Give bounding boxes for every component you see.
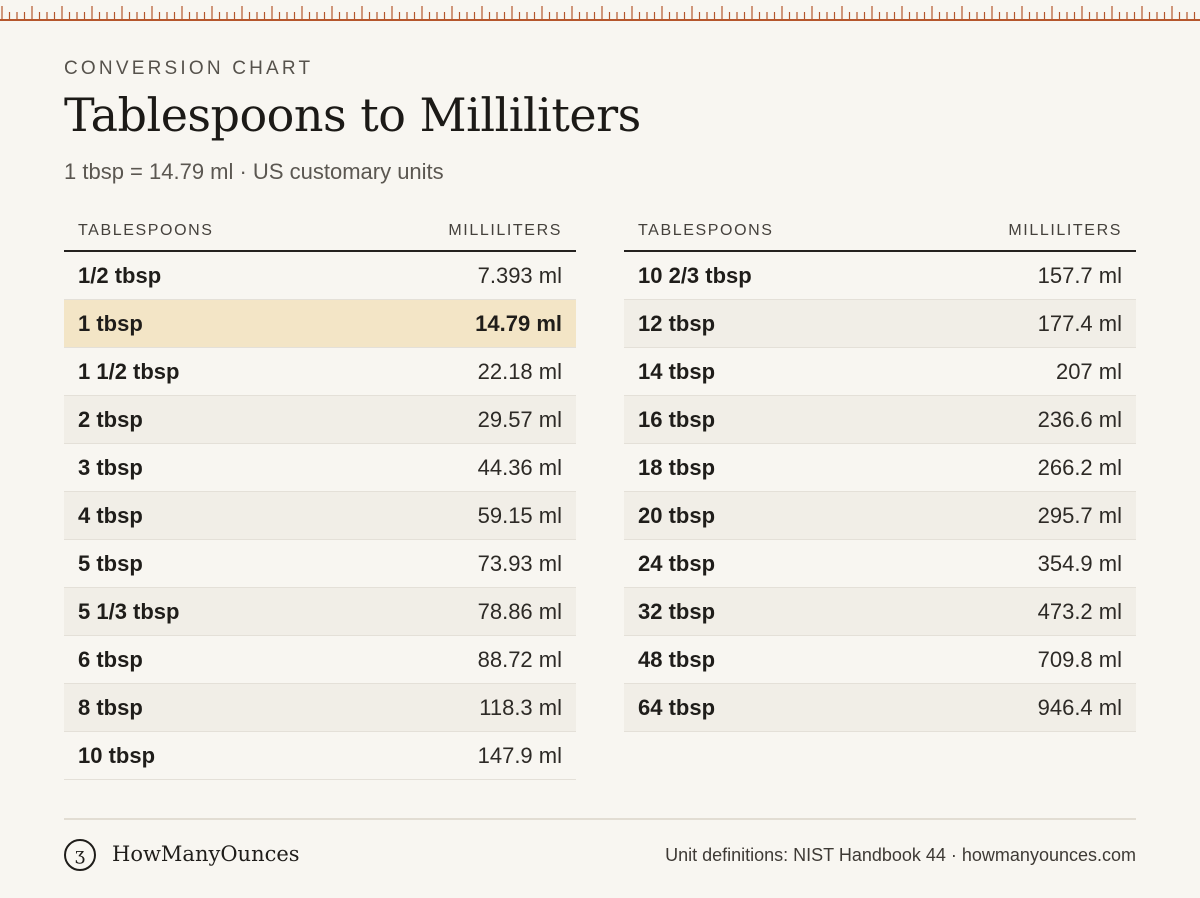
tablespoons-cell: 14 tbsp xyxy=(638,358,716,384)
milliliters-cell: 78.86 ml xyxy=(477,598,562,624)
column-header-milliliters: MILLILITERS xyxy=(1008,222,1122,239)
milliliters-cell: 236.6 ml xyxy=(1037,406,1122,432)
table-row: 5 tbsp 73.93 ml xyxy=(64,540,576,588)
milliliters-cell: 14.79 ml xyxy=(475,310,562,336)
column-header-milliliters: MILLILITERS xyxy=(448,222,562,239)
tablespoons-cell: 18 tbsp xyxy=(638,454,716,480)
table-row: 8 tbsp 118.3 ml xyxy=(64,684,576,732)
tablespoons-cell: 1 1/2 tbsp xyxy=(78,358,180,384)
tablespoons-cell: 4 tbsp xyxy=(78,502,143,528)
tablespoons-cell: 10 tbsp xyxy=(78,742,156,768)
milliliters-cell: 709.8 ml xyxy=(1037,646,1122,672)
tablespoons-cell: 1/2 tbsp xyxy=(78,262,162,288)
tablespoons-cell: 24 tbsp xyxy=(638,550,716,576)
tablespoons-cell: 64 tbsp xyxy=(638,694,716,720)
table-body: 1/2 tbsp 7.393 ml 1 tbsp 14.79 ml 1 1/2 tbsp… xyxy=(64,252,576,780)
milliliters-cell: 207 ml xyxy=(1055,358,1122,384)
milliliters-cell: 147.9 ml xyxy=(477,742,562,768)
source-note: Unit definitions: NIST Handbook 44 · how… xyxy=(665,845,1136,865)
table-row: 48 tbsp 709.8 ml xyxy=(624,636,1136,684)
table-row: 18 tbsp 266.2 ml xyxy=(624,444,1136,492)
milliliters-cell: 7.393 ml xyxy=(477,262,562,288)
table-row: 10 tbsp 147.9 ml xyxy=(64,732,576,780)
milliliters-cell: 59.15 ml xyxy=(477,502,562,528)
milliliters-cell: 946.4 ml xyxy=(1037,694,1122,720)
milliliters-cell: 266.2 ml xyxy=(1037,454,1122,480)
milliliters-cell: 354.9 ml xyxy=(1037,550,1122,576)
tablespoons-cell: 5 1/3 tbsp xyxy=(78,598,180,624)
milliliters-cell: 22.18 ml xyxy=(477,358,562,384)
table-header: TABLESPOONS MILLILITERS xyxy=(624,212,1136,252)
eyebrow-label: CONVERSION CHART xyxy=(64,58,314,79)
tablespoons-cell: 12 tbsp xyxy=(638,310,716,336)
column-header-tablespoons: TABLESPOONS xyxy=(638,222,774,239)
table-row: 32 tbsp 473.2 ml xyxy=(624,588,1136,636)
conversion-table-left: TABLESPOONS MILLILITERS 1/2 tbsp 7.393 ml… xyxy=(64,212,576,780)
tablespoons-cell: 8 tbsp xyxy=(78,694,143,720)
milliliters-cell: 157.7 ml xyxy=(1037,262,1122,288)
table-row: 1 1/2 tbsp 22.18 ml xyxy=(64,348,576,396)
tablespoons-cell: 16 tbsp xyxy=(638,406,716,432)
table-row: 12 tbsp 177.4 ml xyxy=(624,300,1136,348)
table-row: 1 tbsp 14.79 ml xyxy=(64,300,576,348)
table-row: 1/2 tbsp 7.393 ml xyxy=(64,252,576,300)
table-row: 64 tbsp 946.4 ml xyxy=(624,684,1136,732)
footer-divider xyxy=(64,818,1136,820)
table-row: 10 2/3 tbsp 157.7 ml xyxy=(624,252,1136,300)
table-row: 3 tbsp 44.36 ml xyxy=(64,444,576,492)
table-row: 2 tbsp 29.57 ml xyxy=(64,396,576,444)
tablespoons-cell: 10 2/3 tbsp xyxy=(638,262,752,288)
table-header: TABLESPOONS MILLILITERS xyxy=(64,212,576,252)
tablespoons-cell: 20 tbsp xyxy=(638,502,716,528)
milliliters-cell: 44.36 ml xyxy=(477,454,562,480)
brand-name[interactable]: HowManyOunces xyxy=(112,842,300,866)
table-body: 10 2/3 tbsp 157.7 ml 12 tbsp 177.4 ml 14 tbs… xyxy=(624,252,1136,732)
table-row: 14 tbsp 207 ml xyxy=(624,348,1136,396)
tablespoons-cell: 48 tbsp xyxy=(638,646,716,672)
tablespoons-cell: 2 tbsp xyxy=(78,406,143,432)
table-row: 4 tbsp 59.15 ml xyxy=(64,492,576,540)
milliliters-cell: 29.57 ml xyxy=(477,406,562,432)
tablespoons-cell: 5 tbsp xyxy=(78,550,143,576)
tablespoons-cell: 1 tbsp xyxy=(78,310,143,336)
milliliters-cell: 73.93 ml xyxy=(477,550,562,576)
tablespoons-cell: 6 tbsp xyxy=(78,646,143,672)
table-row: 24 tbsp 354.9 ml xyxy=(624,540,1136,588)
table-row: 6 tbsp 88.72 ml xyxy=(64,636,576,684)
table-row: 20 tbsp 295.7 ml xyxy=(624,492,1136,540)
milliliters-cell: 88.72 ml xyxy=(477,646,562,672)
tablespoons-cell: 32 tbsp xyxy=(638,598,716,624)
table-row: 5 1/3 tbsp 78.86 ml xyxy=(64,588,576,636)
page-title: Tablespoons to Milliliters xyxy=(64,88,641,142)
tablespoons-cell: 3 tbsp xyxy=(78,454,143,480)
table-row: 16 tbsp 236.6 ml xyxy=(624,396,1136,444)
milliliters-cell: 118.3 ml xyxy=(479,694,562,720)
page-subtitle: 1 tbsp = 14.79 ml · US customary units xyxy=(64,159,444,184)
column-header-tablespoons: TABLESPOONS xyxy=(78,222,214,239)
milliliters-cell: 295.7 ml xyxy=(1037,502,1122,528)
milliliters-cell: 177.4 ml xyxy=(1037,310,1122,336)
brand-logo-icon: ʒ xyxy=(64,839,96,871)
ruler-decoration xyxy=(0,6,1200,21)
milliliters-cell: 473.2 ml xyxy=(1037,598,1122,624)
conversion-table-right: TABLESPOONS MILLILITERS 10 2/3 tbsp 157.7… xyxy=(624,212,1136,732)
